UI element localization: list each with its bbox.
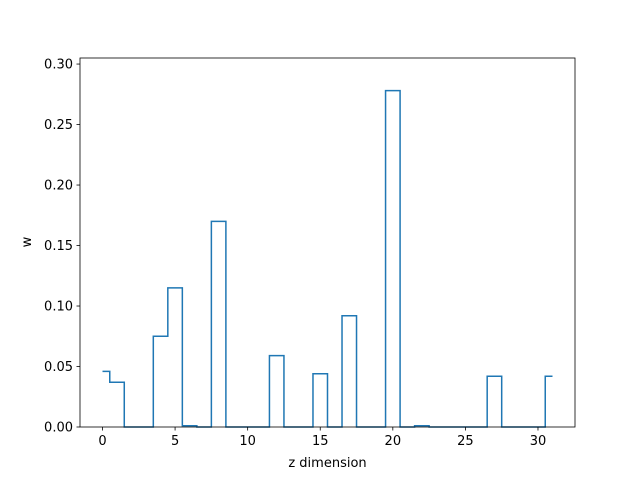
y-tick-label: 0.15 [44,239,73,254]
y-tick-label: 0.25 [44,118,73,133]
y-tick-label: 0.20 [44,179,73,194]
x-tick-label: 20 [385,434,402,449]
x-tick-label: 25 [457,434,474,449]
x-tick-label: 30 [530,434,547,449]
y-tick-label: 0.05 [44,360,73,375]
x-tick-label: 5 [171,434,179,449]
y-tick-label: 0.30 [44,58,73,73]
y-axis: 0.00 0.05 0.10 0.15 0.20 0.25 0.30 [44,58,80,436]
y-tick-label: 0.00 [44,421,73,436]
x-axis-label: z dimension [288,456,366,471]
y-axis-label: w [20,236,35,247]
x-tick-label: 10 [239,434,256,449]
y-tick-label: 0.10 [44,300,73,315]
x-tick-label: 15 [312,434,329,449]
x-axis: 0 5 10 15 20 25 30 [98,427,546,449]
plot-area [79,57,576,428]
axes-frame [79,57,576,428]
x-tick-label: 0 [98,434,106,449]
